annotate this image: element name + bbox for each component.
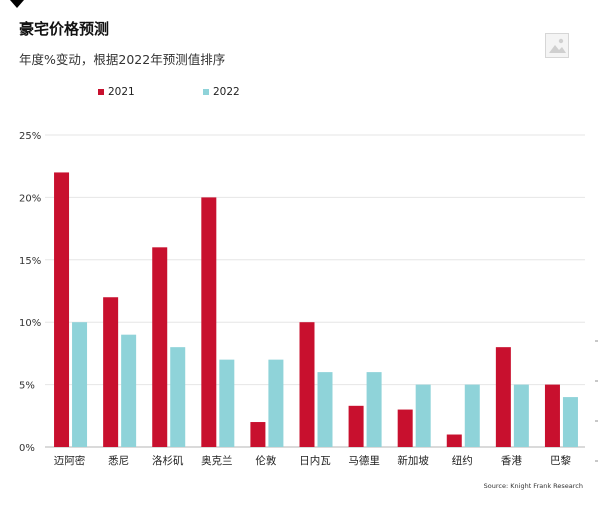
bar-2021-8 [446,434,462,447]
bar-2021-3 [201,197,217,447]
source-note: Source: Knight Frank Research [483,482,583,490]
bar-2022-7 [415,384,431,447]
bar-2022-8 [464,384,480,447]
x-tick-label: 迈阿密 [54,454,86,467]
y-tick-label: 25% [19,131,41,142]
edge-mark [595,460,598,462]
y-tick-label: 5% [19,381,35,392]
y-tick-label: 15% [19,256,41,267]
x-tick-label: 日内瓦 [299,454,331,467]
x-tick-label: 纽约 [452,454,473,467]
y-tick-label: 0% [19,443,35,454]
bar-2021-2 [152,247,168,447]
edge-mark [595,420,598,422]
x-tick-label: 香港 [501,455,522,467]
legend-item-2022: 2022 [203,86,240,98]
bar-2022-5 [317,372,333,447]
bar-2022-3 [219,359,235,447]
bar-2022-9 [513,384,529,447]
bar-2021-9 [495,347,511,447]
edge-mark [595,380,598,382]
x-tick-label: 悉尼 [108,455,129,467]
x-tick-label: 伦敦 [255,454,276,467]
chart-subtitle: 年度%变动，根据2022年预测值排序 [19,52,226,67]
legend-swatch-2022 [203,89,209,95]
bar-2021-6 [348,405,364,447]
bar-2022-1 [121,334,137,447]
bar-2022-6 [366,372,382,447]
x-tick-label: 洛杉矶 [152,454,184,467]
x-tick-label: 马德里 [348,454,380,467]
bar-2022-4 [268,359,284,447]
bar-2021-1 [103,297,119,447]
bar-2021-4 [250,422,266,447]
legend-item-2021: 2021 [98,86,135,98]
legend: 2021 2022 [0,86,601,102]
top-marker [10,0,24,8]
bar-2021-7 [397,409,413,447]
bar-2022-0 [72,322,88,447]
bar-2021-10 [544,384,560,447]
x-tick-label: 巴黎 [550,454,571,467]
bar-2021-0 [54,172,70,447]
legend-swatch-2021 [98,89,104,95]
bar-2022-10 [562,397,578,447]
chart-title: 豪宅价格预测 [19,20,110,38]
bar-2022-2 [170,347,186,447]
legend-label-2022: 2022 [213,86,240,98]
y-tick-label: 10% [19,318,41,329]
y-tick-label: 20% [19,193,41,204]
x-tick-label: 奥克兰 [201,454,233,467]
legend-label-2021: 2021 [108,86,135,98]
edge-mark [595,340,598,342]
image-icon[interactable] [545,33,569,58]
x-tick-label: 新加坡 [397,454,429,467]
bar-2021-5 [299,322,315,447]
